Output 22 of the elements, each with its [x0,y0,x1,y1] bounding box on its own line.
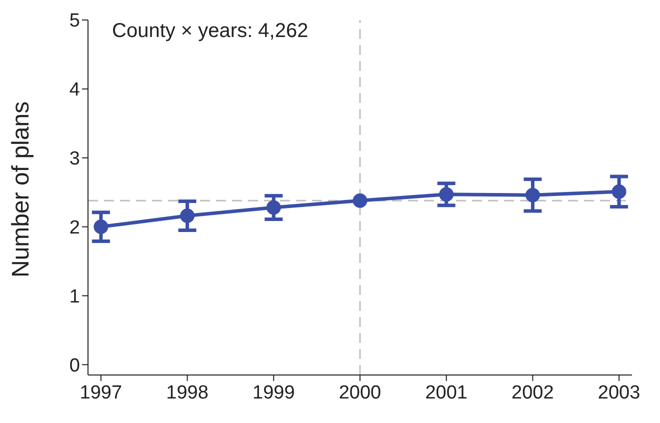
x-tick-label: 2000 [338,382,382,404]
y-tick-label: 4 [69,80,80,101]
annotation: County × years: 4,262 [108,20,312,43]
x-tick-label: 1998 [166,382,208,404]
point [352,193,368,208]
y-tick-label: 5 [69,10,80,32]
point [439,187,454,202]
y-tick-label: 1 [69,286,80,308]
point [525,188,540,202]
x-tick-label: 1997 [80,382,122,404]
y-tick-label: 0 [69,355,80,376]
x-tick-label: 2001 [425,382,468,404]
x-tick-label: 2002 [512,382,554,404]
y-tick-label: 3 [69,148,80,170]
point [180,208,195,224]
x-tick-label: 1999 [252,382,295,404]
y-tick-label: 2 [69,218,80,239]
y-axis-title: Number of plans [8,101,35,278]
x-tick-label: 2003 [598,382,640,404]
point [94,220,108,234]
point [612,184,626,199]
point [266,200,281,215]
